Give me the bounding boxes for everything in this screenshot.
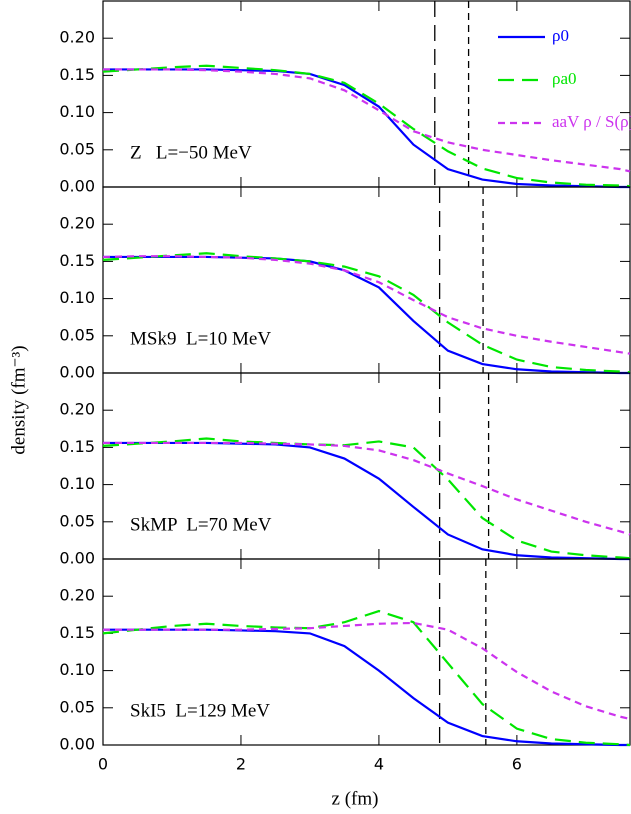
y-tick-label: 0.20	[59, 28, 95, 47]
y-tick-label: 0.00	[59, 363, 95, 382]
series-line	[103, 255, 630, 375]
y-tick-label: 0.10	[59, 660, 95, 679]
x-tick-label: 6	[512, 755, 522, 774]
panel-annotation: SkMP L=70 MeV	[130, 514, 272, 535]
y-tick-label: 0.05	[59, 325, 95, 344]
series-line	[103, 441, 631, 536]
y-axis-label: density (fm⁻³)	[8, 345, 29, 454]
series-line	[103, 441, 630, 561]
y-tick-label: 0.20	[59, 400, 95, 419]
y-tick-label: 0.05	[59, 511, 95, 530]
y-tick-label: 0.10	[59, 102, 95, 121]
x-axis-label: z (fm)	[332, 788, 379, 809]
series-line	[102, 252, 631, 374]
x-tick-label: 0	[98, 755, 108, 774]
y-tick-label: 0.15	[59, 251, 95, 270]
y-tick-label: 0.05	[59, 697, 95, 716]
y-tick-label: 0.00	[59, 177, 95, 196]
y-tick-label: 0.20	[59, 586, 95, 605]
series-line	[102, 437, 631, 560]
series-line	[103, 628, 630, 747]
series-line	[103, 68, 630, 189]
panel-annotation: MSk9 L=10 MeV	[130, 328, 271, 349]
series-line	[103, 621, 631, 721]
legend-label: aaV ρ / S(ρ)	[552, 112, 631, 131]
panel-annotation: SkI5 L=129 MeV	[130, 700, 270, 721]
y-tick-label: 0.10	[59, 474, 95, 493]
series-line	[102, 609, 631, 747]
series-line	[102, 255, 631, 355]
legend-label: ρ0	[552, 26, 569, 45]
y-tick-label: 0.15	[59, 623, 95, 642]
y-tick-label: 0.20	[59, 214, 95, 233]
legend-label: ρa0	[552, 69, 577, 88]
x-tick-label: 2	[236, 755, 246, 774]
y-tick-label: 0.15	[59, 65, 95, 84]
y-tick-label: 0.15	[59, 437, 95, 456]
y-tick-label: 0.10	[59, 288, 95, 307]
y-tick-label: 0.00	[59, 549, 95, 568]
series-line	[102, 64, 631, 188]
plot-frame	[102, 558, 631, 746]
x-tick-label: 4	[374, 755, 384, 774]
y-tick-label: 0.05	[59, 139, 95, 158]
panel-annotation: Z L=−50 MeV	[130, 142, 252, 163]
y-tick-label: 0.00	[59, 735, 95, 754]
